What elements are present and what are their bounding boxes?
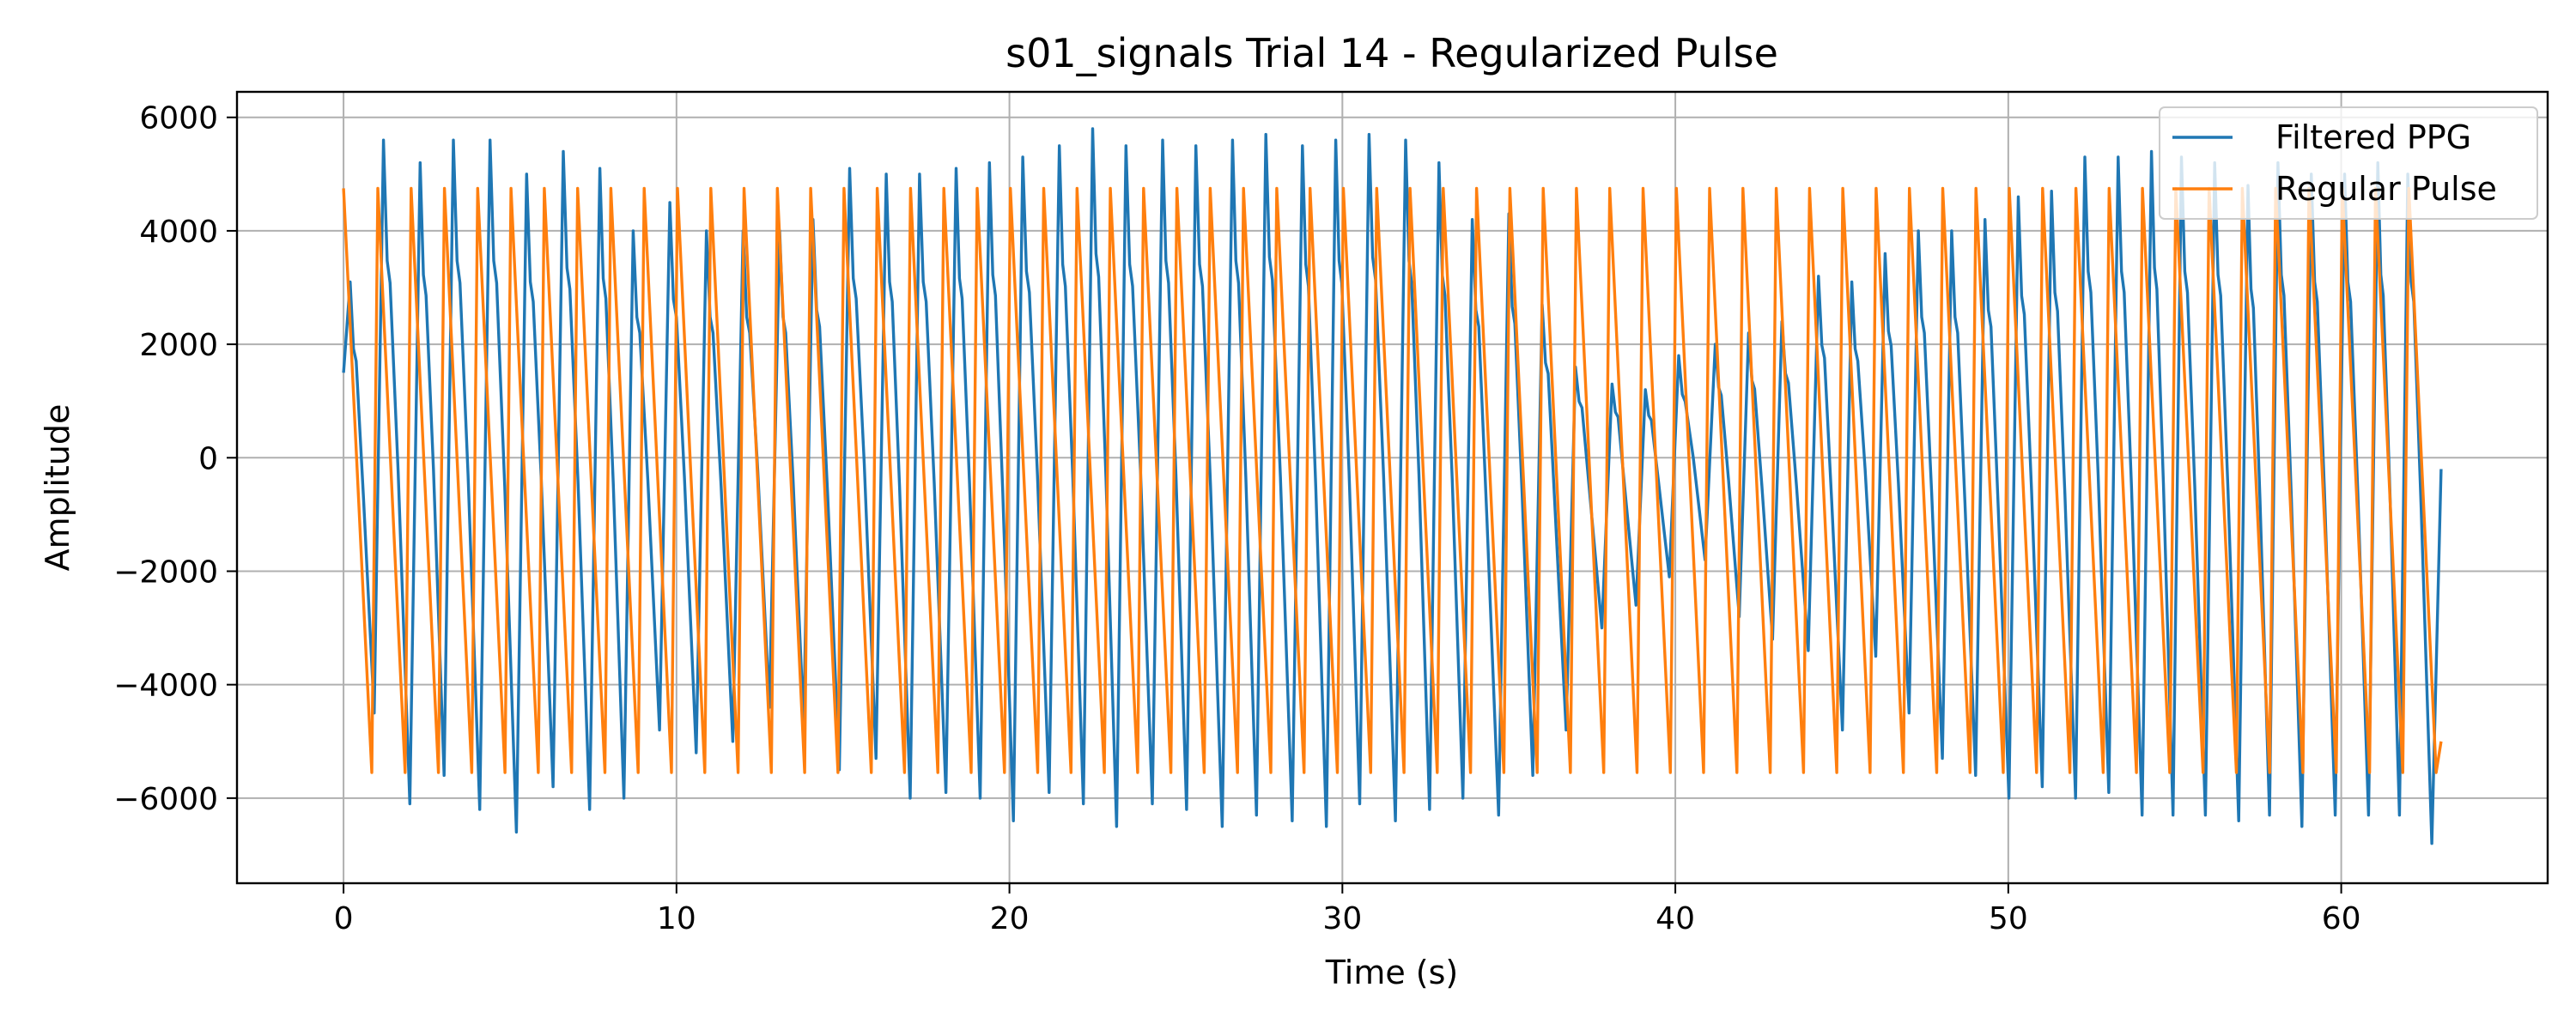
y-axis-ticks: 6000 4000 2000 0 −2000 −4000 −6000 — [113, 101, 237, 817]
x-tick-label: 30 — [1322, 901, 1362, 936]
x-axis-label: Time (s) — [1325, 954, 1459, 991]
series-lines — [342, 127, 2443, 845]
plot-frame — [235, 90, 2549, 885]
x-tick-label: 20 — [990, 901, 1030, 936]
chart-title: s01_signals Trial 14 - Regularized Pulse — [1005, 30, 1778, 76]
y-axis-label: Amplitude — [39, 404, 76, 572]
x-tick-label: 10 — [657, 901, 696, 936]
y-tick-label: −4000 — [113, 669, 218, 704]
x-axis-ticks: 0 10 20 30 40 50 60 — [334, 883, 2361, 936]
x-tick-label: 60 — [2322, 901, 2361, 936]
x-tick-label: 0 — [334, 901, 354, 936]
series-line-filtered-ppg — [342, 127, 2443, 845]
y-tick-label: 6000 — [139, 101, 218, 136]
legend-box — [2159, 106, 2538, 220]
x-tick-label: 40 — [1656, 901, 1695, 936]
x-tick-label: 50 — [1989, 901, 2028, 936]
y-tick-label: −2000 — [113, 554, 218, 590]
y-tick-label: 2000 — [139, 328, 218, 363]
legend-label-filtered-ppg: Filtered PPG — [2275, 118, 2471, 156]
y-tick-label: −6000 — [113, 782, 218, 817]
y-tick-label: 4000 — [139, 215, 218, 250]
legend: Filtered PPG Regular Pulse — [2159, 106, 2538, 220]
series-line-regular-pulse — [342, 186, 2443, 774]
legend-label-regular-pulse: Regular Pulse — [2275, 170, 2497, 208]
y-tick-label: 0 — [198, 441, 218, 476]
